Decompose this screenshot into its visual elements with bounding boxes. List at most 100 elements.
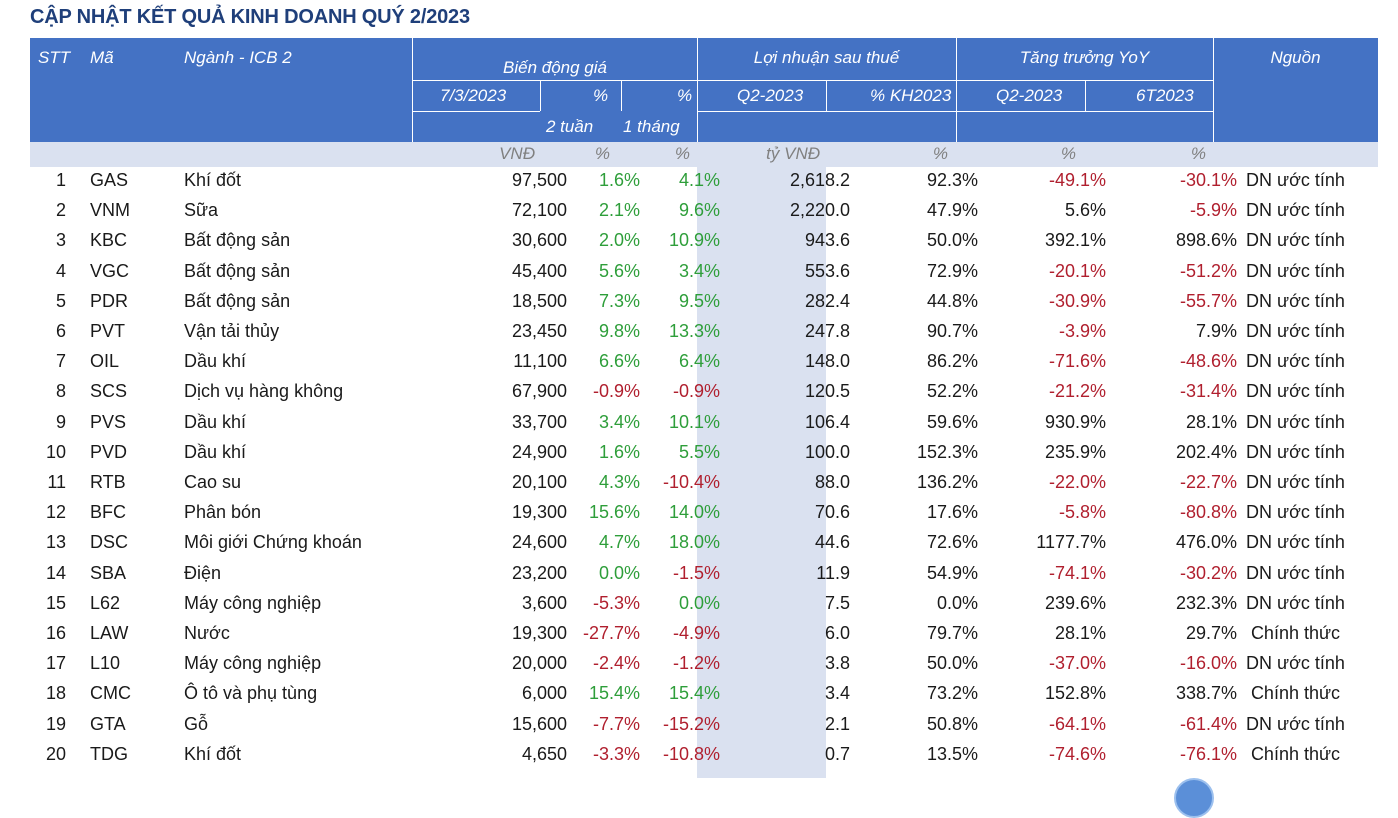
cell-kh: 44.8% — [926, 290, 978, 311]
table-row: 2 VNM Sữa 72,100 2.1% 9.6% 2,220.0 47.9% 5.6% -5.… — [30, 196, 1378, 226]
cell-kh: 90.7% — [926, 321, 978, 341]
cell-p1m: 3.4% — [678, 260, 720, 281]
table-row: 18 CMC Ô tô và phụ tùng 6,000 15.4% 15.4% 3.4 7… — [30, 679, 1378, 709]
cell-kh: 73.2% — [926, 683, 978, 704]
cell-src: DN ước tính — [1246, 562, 1345, 583]
cell-p1m: 9.6% — [678, 200, 720, 221]
cell-src: DN ước tính — [1246, 653, 1345, 674]
cell-y6t: 476.0% — [1175, 532, 1237, 553]
cell-yq2: 152.8% — [1044, 683, 1106, 704]
header-ma: Mã — [90, 48, 114, 67]
cell-kh: 72.6% — [926, 532, 978, 553]
cell-y6t: -48.6% — [1179, 351, 1237, 372]
header-divider — [1085, 81, 1086, 111]
cell-yq2: 1177.7% — [1036, 532, 1106, 553]
cell-yq2: -74.1% — [1048, 562, 1106, 583]
header-tang-truong: Tăng trưởng YoY — [1019, 48, 1150, 67]
header-divider — [697, 38, 698, 142]
cell-src: DN ước tính — [1246, 170, 1345, 190]
cell-profit: 2.1 — [824, 713, 850, 734]
cell-stt: 9 — [55, 411, 66, 432]
cell-y6t: 202.4% — [1175, 441, 1237, 462]
cell-ma: L62 — [90, 592, 121, 613]
cell-yq2: 239.6% — [1044, 592, 1106, 613]
cell-price: 24,900 — [511, 441, 567, 462]
cell-yq2: 392.1% — [1044, 230, 1106, 251]
cell-ma: PDR — [90, 290, 129, 311]
cell-price: 19,300 — [511, 623, 567, 643]
cell-p2w: 6.6% — [598, 351, 640, 372]
cell-kh: 54.9% — [926, 562, 978, 583]
cell-nganh: Dầu khí — [184, 441, 247, 462]
cell-profit: 120.5 — [804, 381, 850, 402]
cell-price: 33,700 — [511, 411, 567, 432]
cell-stt: 3 — [55, 230, 66, 251]
cell-ma: OIL — [90, 351, 120, 372]
cell-nganh: Dịch vụ hàng không — [184, 381, 344, 402]
cell-yq2: 5.6% — [1064, 200, 1106, 221]
cell-nganh: Bất động sản — [184, 260, 291, 281]
table-row: 4 VGC Bất động sản 45,400 5.6% 3.4% 553.6 72.9%… — [30, 257, 1378, 287]
table-row: 16 LAW Nước 19,300 -27.7% -4.9% 6.0 79.7% 28.1% 2… — [30, 619, 1378, 649]
cell-price: 20,000 — [511, 653, 567, 674]
cell-kh: 47.9% — [926, 200, 978, 221]
cell-yq2: -74.6% — [1048, 743, 1106, 764]
cell-kh: 13.5% — [926, 743, 978, 764]
cell-nganh: Điện — [184, 562, 222, 583]
header-yoy-6t2023: 6T2023 — [1136, 86, 1194, 105]
cell-p2w: -7.7% — [592, 713, 640, 734]
cell-kh: 17.6% — [926, 502, 978, 523]
cell-ma: VNM — [90, 200, 130, 221]
cell-profit: 70.6 — [814, 502, 850, 523]
cell-ma: SBA — [90, 562, 127, 583]
unit-price: VNĐ — [499, 144, 535, 163]
cell-kh: 136.2% — [916, 472, 978, 492]
cell-profit: 2,618.2 — [789, 170, 850, 190]
cell-nganh: Vận tải thủy — [184, 321, 280, 341]
cell-p1m: 10.9% — [668, 230, 720, 251]
cell-yq2: -22.0% — [1048, 472, 1106, 492]
cell-p2w: -0.9% — [592, 381, 640, 402]
cell-p1m: 13.3% — [668, 321, 720, 341]
cell-kh: 0.0% — [936, 592, 978, 613]
cell-y6t: -22.7% — [1179, 472, 1237, 492]
cell-p2w: 1.6% — [598, 170, 640, 190]
cell-stt: 8 — [55, 381, 66, 402]
cell-y6t: 28.1% — [1185, 411, 1237, 432]
cell-profit: 88.0 — [814, 472, 850, 492]
cell-profit: 44.6 — [814, 532, 850, 553]
cell-profit: 100.0 — [804, 441, 850, 462]
cell-p1m: -15.2% — [662, 713, 720, 734]
cell-y6t: -61.4% — [1179, 713, 1237, 734]
cell-p2w: 4.7% — [598, 532, 640, 553]
cell-stt: 5 — [55, 290, 66, 311]
cell-price: 18,500 — [511, 290, 567, 311]
header-yoy-q2-2023: Q2-2023 — [996, 86, 1063, 105]
cell-price: 15,600 — [511, 713, 567, 734]
cell-yq2: -71.6% — [1048, 351, 1106, 372]
header-q2-2023: Q2-2023 — [737, 86, 804, 105]
table-row: 19 GTA Gỗ 15,600 -7.7% -15.2% 2.1 50.8% -64.1% -6… — [30, 710, 1378, 740]
table-row: 17 L10 Máy công nghiệp 20,000 -2.4% -1.2% 3.8 5… — [30, 649, 1378, 679]
header-pct-1m: % — [677, 86, 693, 105]
cell-kh: 86.2% — [926, 351, 978, 372]
cell-p1m: 15.4% — [668, 683, 720, 704]
cell-nganh: Môi giới Chứng khoán — [184, 532, 362, 553]
cell-stt: 17 — [45, 653, 66, 674]
cell-p1m: 4.1% — [678, 170, 720, 190]
cell-src: DN ước tính — [1246, 260, 1345, 281]
cell-price: 3,600 — [521, 592, 567, 613]
table-row: 7 OIL Dầu khí 11,100 6.6% 6.4% 148.0 86.2% -71.6… — [30, 347, 1378, 377]
cell-nganh: Bất động sản — [184, 290, 291, 311]
table-row: 12 BFC Phân bón 19,300 15.6% 14.0% 70.6 17.6% -5… — [30, 498, 1378, 528]
header-divider — [621, 81, 622, 111]
cell-yq2: -3.9% — [1058, 321, 1106, 341]
cell-p2w: -27.7% — [582, 623, 640, 643]
cell-src: Chính thức — [1250, 623, 1341, 643]
profit-column-highlight — [697, 142, 826, 778]
cell-p1m: 18.0% — [668, 532, 720, 553]
cell-p1m: 9.5% — [678, 290, 720, 311]
cell-p1m: 14.0% — [668, 502, 720, 523]
cell-y6t: -80.8% — [1179, 502, 1237, 523]
cell-p1m: -4.9% — [672, 623, 720, 643]
